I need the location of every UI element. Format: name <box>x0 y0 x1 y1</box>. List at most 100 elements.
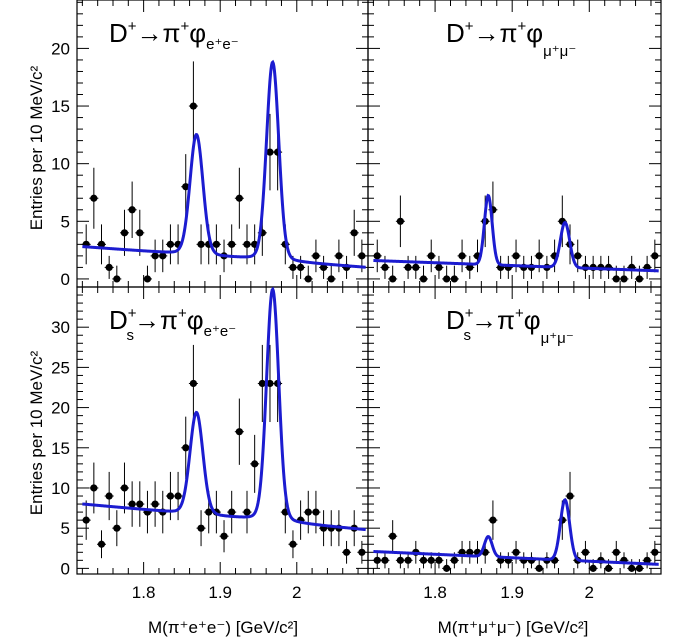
data-point <box>251 460 259 468</box>
title-phi_sub: μ⁺μ⁻ <box>543 43 576 60</box>
data-point <box>105 263 113 272</box>
data-point <box>612 548 620 556</box>
data-point <box>166 492 175 500</box>
y-tick-label: 20 <box>51 39 70 58</box>
arrow-symbol: → <box>474 18 500 48</box>
data-point <box>235 194 243 202</box>
data-point <box>120 484 129 492</box>
data-point <box>312 252 320 260</box>
data-point <box>151 252 159 260</box>
y-axis-title-top: Entries per 10 MeV/c² <box>27 65 46 230</box>
fit-curve <box>373 498 659 566</box>
data-point <box>443 275 451 283</box>
x-tick-label: 1.8 <box>132 583 156 602</box>
data-point <box>105 492 113 500</box>
fit-curve <box>82 59 366 269</box>
data-point <box>604 564 613 572</box>
arrow-symbol: → <box>134 305 160 335</box>
data-point <box>312 508 320 516</box>
data-point <box>589 564 597 572</box>
data-point <box>335 252 343 260</box>
data-point <box>412 263 420 272</box>
y-tick-label: 25 <box>51 358 70 377</box>
data-point <box>159 252 167 260</box>
data-points <box>81 61 367 283</box>
data-point <box>581 548 590 556</box>
title-decay_sup: + <box>515 305 524 322</box>
title-particle_sup: + <box>128 305 137 322</box>
phi-symbol: φ <box>524 305 541 335</box>
data-point <box>358 548 366 556</box>
y-tick-label: 0 <box>61 559 70 578</box>
title-particle_sup: + <box>465 305 474 322</box>
panel-title: D+→π+φe⁺e⁻ <box>109 18 239 53</box>
data-point <box>535 252 543 260</box>
data-point <box>174 492 182 500</box>
data-point <box>166 240 175 248</box>
data-point <box>396 217 404 225</box>
data-point <box>427 252 435 260</box>
data-point <box>574 252 582 260</box>
data-point <box>358 252 366 260</box>
data-point <box>243 508 251 516</box>
data-point <box>228 508 236 516</box>
data-point <box>350 229 358 237</box>
x-tick-label: 1.9 <box>500 583 524 602</box>
data-point <box>512 548 520 556</box>
x-tick-label: 1.8 <box>423 583 447 602</box>
title-decay_sup: + <box>181 18 190 35</box>
data-point <box>512 252 520 260</box>
title-particle_sup: + <box>465 18 474 35</box>
title-particle: D <box>446 305 465 335</box>
data-point <box>489 516 497 524</box>
data-point <box>381 556 389 564</box>
data-point <box>458 252 466 260</box>
data-point <box>535 564 543 572</box>
data-point <box>113 524 121 532</box>
data-point <box>304 275 312 283</box>
data-point <box>443 564 451 572</box>
y-tick-label: 15 <box>51 97 70 116</box>
data-point <box>289 263 297 272</box>
title-particle: D <box>109 18 128 48</box>
title-phi_sub: e⁺e⁻ <box>204 323 237 340</box>
data-point <box>128 500 136 508</box>
title-decay_sup: + <box>518 18 527 35</box>
title-decay: π <box>497 305 515 335</box>
data-point <box>381 263 389 272</box>
arrow-symbol: → <box>471 305 497 335</box>
data-point <box>651 252 659 260</box>
y-tick-label: 20 <box>51 399 70 418</box>
y-tick-label: 5 <box>61 212 70 231</box>
x-tick-label: 1.9 <box>208 583 232 602</box>
data-point <box>197 524 205 532</box>
data-point <box>235 428 243 436</box>
data-point <box>419 275 428 283</box>
title-particle_sub: s <box>464 327 472 344</box>
data-point <box>651 548 659 556</box>
data-point <box>220 532 228 540</box>
data-point <box>404 263 412 272</box>
data-point <box>450 275 458 283</box>
data-point <box>566 492 574 500</box>
y-tick-label: 15 <box>51 439 70 458</box>
data-point <box>635 275 644 283</box>
data-point <box>389 275 397 283</box>
panel-title: D+→π+φμ⁺μ⁻ <box>446 18 576 60</box>
title-particle_sub: s <box>127 327 135 344</box>
x-axis-title-left: M(π⁺e⁺e⁻) [GeV/c²] <box>148 618 298 637</box>
title-particle_sup: + <box>128 18 137 35</box>
phi-symbol: φ <box>187 305 204 335</box>
data-point <box>266 379 274 388</box>
data-point <box>182 444 190 452</box>
title-decay: π <box>160 305 178 335</box>
data-points <box>372 181 660 283</box>
title-decay: π <box>163 18 181 48</box>
x-axis-title-right: M(π⁺μ⁺μ⁻) [GeV/c²] <box>438 618 589 637</box>
panel-frame <box>367 286 662 575</box>
title-particle: D <box>446 18 465 48</box>
data-point <box>404 556 412 564</box>
